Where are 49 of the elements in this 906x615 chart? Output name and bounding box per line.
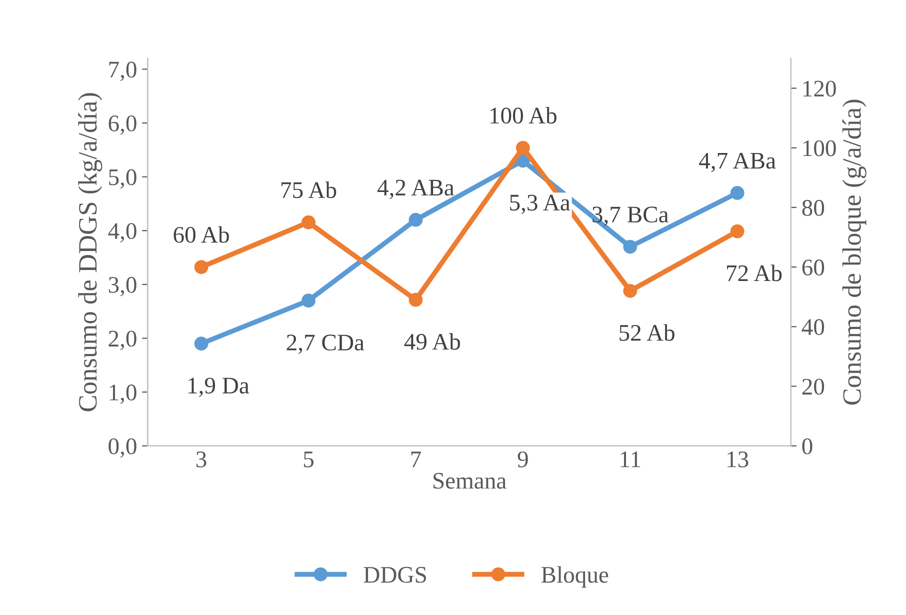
y-tick-label: 3,0 bbox=[108, 276, 136, 296]
point bbox=[408, 212, 423, 227]
point bbox=[194, 336, 208, 351]
y2-tick-label: 40 bbox=[802, 319, 824, 336]
data-label: 4,2 ABa bbox=[377, 180, 454, 200]
y2-tick-label: 60 bbox=[802, 260, 824, 276]
y-axis-title: Consumo de DDGS (kg/a/día) bbox=[78, 93, 102, 412]
data-label: 60 Ab bbox=[174, 226, 229, 243]
data-label: 49 Ab bbox=[404, 333, 460, 350]
data-label: 100 Ab bbox=[490, 106, 556, 124]
data-label: 5,3 Aa bbox=[510, 194, 570, 214]
legend-label: DDGS bbox=[364, 566, 426, 583]
y-tick-label: 4,0 bbox=[108, 223, 136, 242]
y-tick-label: 2,0 bbox=[108, 330, 136, 350]
y-tick-label: 0,0 bbox=[108, 438, 136, 458]
y-tick-label: 1,0 bbox=[110, 384, 136, 404]
x-tick-label: 13 bbox=[728, 451, 748, 468]
data-label: 4,7 ABa bbox=[699, 152, 776, 172]
data-label: 75 Ab bbox=[282, 181, 336, 198]
x-tick-label: 3 bbox=[196, 451, 206, 468]
x-tick-label: 7 bbox=[411, 452, 421, 468]
point bbox=[730, 186, 744, 200]
data-label: 1,9 Da bbox=[188, 378, 250, 397]
data-label: 2,7 CDa bbox=[286, 334, 364, 354]
y-tick-label: 5,0 bbox=[109, 169, 136, 189]
point bbox=[730, 224, 744, 238]
y-tick-label: 6,0 bbox=[108, 115, 136, 135]
data-label: 3,7 BCa bbox=[592, 206, 668, 226]
y2-tick-label: 0 bbox=[802, 438, 812, 454]
data-label: 52 Ab bbox=[620, 324, 674, 341]
point bbox=[302, 294, 316, 308]
point bbox=[302, 215, 316, 230]
x-axis-title: Semana bbox=[434, 472, 506, 489]
x-tick-label: 9 bbox=[518, 451, 528, 468]
x-tick-label: 11 bbox=[620, 452, 640, 468]
point bbox=[516, 140, 530, 155]
y2-tick-label: 120 bbox=[803, 80, 836, 97]
x-tick-label: 5 bbox=[304, 452, 314, 468]
point bbox=[408, 292, 423, 307]
point bbox=[623, 240, 638, 254]
legend-label: Bloque bbox=[541, 566, 608, 588]
y2-tick-label: 80 bbox=[802, 200, 824, 216]
y2-tick-label: 20 bbox=[802, 378, 824, 395]
y2-axis-title: Consumo de bloque (g/a/día) bbox=[842, 100, 866, 405]
y2-tick-label: 100 bbox=[803, 140, 836, 156]
point bbox=[623, 284, 638, 298]
point bbox=[194, 260, 208, 274]
y-tick-label: 7,0 bbox=[109, 62, 136, 82]
data-label: 72 Ab bbox=[727, 264, 782, 282]
